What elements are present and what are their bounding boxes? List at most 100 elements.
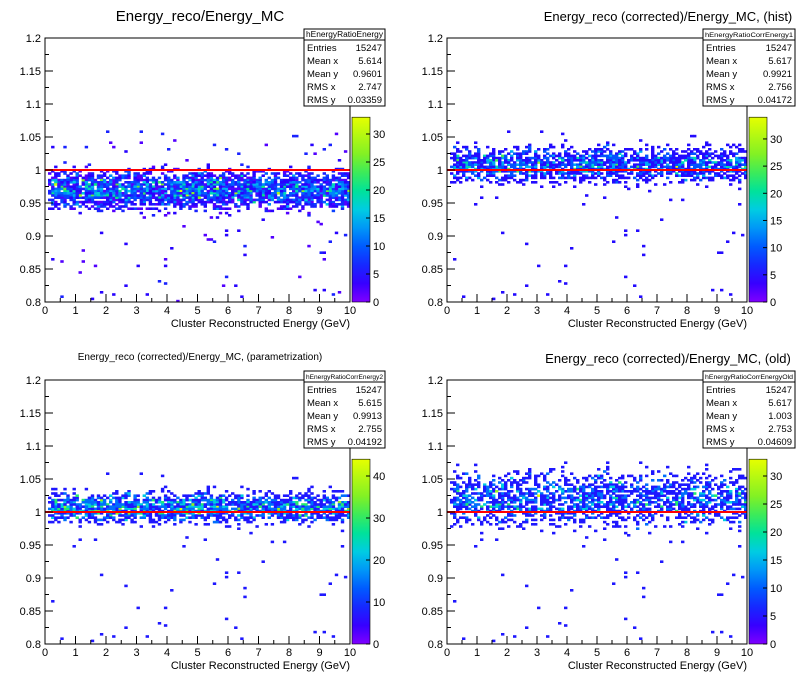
histogram-bin — [678, 163, 682, 166]
histogram-bin — [612, 165, 616, 169]
histogram-bin — [346, 501, 351, 504]
histogram-bin — [546, 472, 550, 475]
histogram-bin — [328, 183, 332, 186]
histogram-bin — [696, 527, 700, 530]
histogram-bin — [221, 200, 226, 204]
histogram-bin — [298, 523, 302, 526]
histogram-bin — [624, 233, 628, 237]
histogram-bin — [534, 492, 538, 495]
histogram-bin — [609, 483, 613, 486]
histogram-bin — [576, 165, 580, 169]
histogram-bin — [732, 520, 736, 524]
histogram-bin — [215, 181, 220, 184]
histogram-bin — [579, 161, 583, 164]
histogram-bin — [102, 185, 107, 188]
histogram-bin — [255, 183, 259, 186]
histogram-bin — [182, 174, 186, 177]
histogram-bin — [328, 196, 332, 199]
histogram-bin — [567, 505, 571, 508]
histogram-bin — [109, 494, 113, 497]
histogram-bin — [93, 181, 98, 184]
histogram-bin — [310, 181, 314, 184]
histogram-bin — [735, 172, 739, 175]
histogram-bin — [711, 178, 715, 182]
histogram-bin — [90, 187, 95, 191]
histogram-bin — [453, 163, 457, 166]
histogram-bin — [606, 523, 610, 526]
histogram-bin — [243, 183, 247, 186]
histogram-bin — [621, 487, 625, 491]
histogram-bin — [212, 178, 217, 182]
y-tick-label: 1.1 — [26, 441, 41, 453]
histogram-bin — [298, 496, 302, 500]
histogram-bin — [173, 501, 177, 504]
histogram-bin — [163, 198, 168, 202]
histogram-bin — [729, 520, 733, 524]
histogram-bin — [54, 203, 58, 206]
histogram-bin — [319, 185, 323, 188]
histogram-bin — [54, 183, 58, 186]
histogram-bin — [687, 161, 691, 164]
histogram-bin — [618, 159, 622, 162]
histogram-bin — [139, 525, 143, 528]
histogram-bin — [477, 156, 481, 160]
histogram-bin — [480, 178, 484, 182]
histogram-bin — [215, 200, 220, 204]
histogram-bin — [729, 470, 733, 473]
histogram-bin — [194, 503, 198, 506]
histogram-bin — [249, 200, 253, 204]
histogram-bin — [495, 170, 499, 173]
histogram-bin — [75, 505, 79, 508]
histogram-bin — [516, 470, 520, 473]
histogram-bin — [744, 496, 748, 500]
histogram-bin — [343, 192, 348, 195]
histogram-bin — [558, 512, 562, 515]
histogram-bin — [690, 492, 694, 495]
histogram-bin — [660, 494, 664, 497]
histogram-bin — [534, 507, 538, 511]
histogram-bin — [639, 492, 643, 495]
histogram-bin — [693, 161, 697, 164]
histogram-bin — [705, 185, 709, 188]
histogram-bin — [696, 479, 700, 482]
histogram-bin — [249, 516, 253, 519]
histogram-bin — [170, 194, 174, 197]
histogram-bin — [615, 479, 619, 482]
histogram-bin — [215, 516, 220, 519]
histogram-bin — [292, 505, 296, 508]
histogram-bin — [501, 496, 505, 500]
histogram-pad-1: Energy_reco/Energy_MC0 1 2 3 4 5 6 7 8 9 10Cluster… — [20, 8, 386, 330]
histogram-bin — [60, 187, 64, 191]
histogram-bin — [112, 185, 116, 188]
histogram-bin — [337, 514, 342, 517]
histogram-bin — [612, 170, 616, 173]
histogram-bin — [237, 194, 241, 197]
histogram-bin — [465, 507, 469, 511]
histogram-bin — [534, 154, 538, 158]
histogram-bin — [675, 498, 679, 502]
histogram-bin — [148, 172, 153, 175]
histogram-bin — [51, 185, 55, 188]
histogram-bin — [597, 159, 601, 162]
histogram-bin — [206, 516, 210, 519]
histogram-bin — [127, 501, 131, 504]
histogram-bin — [78, 503, 82, 506]
histogram-bin — [705, 468, 709, 471]
histogram-bin — [60, 194, 64, 197]
histogram-bin — [304, 505, 308, 508]
histogram-bin — [696, 512, 700, 515]
histogram-bin — [711, 518, 715, 522]
histogram-bin — [459, 505, 463, 508]
histogram-bin — [310, 178, 314, 182]
histogram-bin — [732, 573, 736, 577]
histogram-bin — [456, 159, 460, 162]
histogram-bin — [328, 205, 332, 208]
histogram-bin — [744, 514, 748, 517]
histogram-bin — [148, 505, 153, 508]
histogram-bin — [591, 174, 595, 177]
histogram-bin — [645, 172, 649, 175]
histogram-bin — [197, 196, 201, 199]
histogram-bin — [717, 161, 721, 164]
histogram-bin — [606, 154, 610, 158]
histogram-bin — [331, 490, 336, 493]
